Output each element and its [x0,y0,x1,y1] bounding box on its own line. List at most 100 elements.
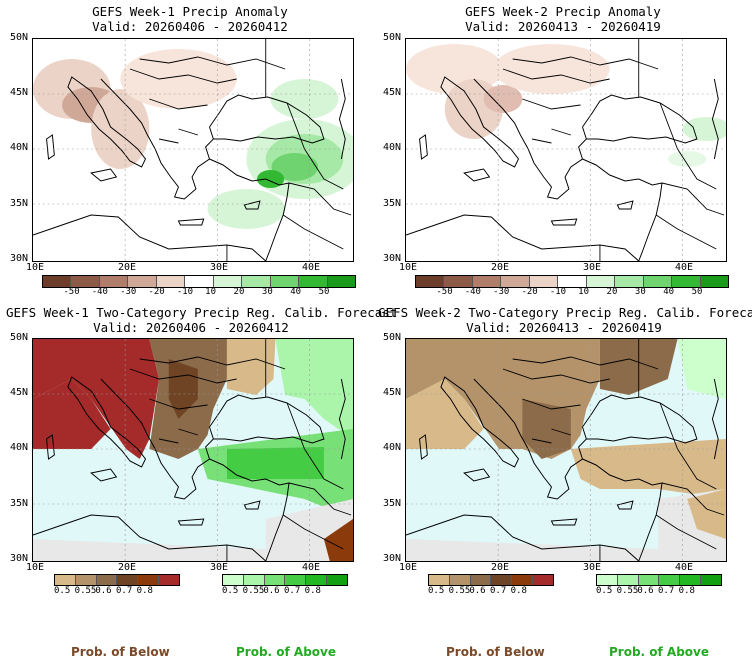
below-colorbar-p3 [54,574,180,586]
anomaly-swatch [671,276,700,287]
panel-2-title-text: GEFS Week-2 Precip Anomaly [465,4,661,19]
anomaly-swatch [241,276,270,287]
below-swatch [448,575,470,585]
panel-4-title-text: GEFS Week-2 Two-Category Precip Reg. Cal… [378,305,752,320]
prob-below-title-p3: Prob. of Below [71,645,170,659]
below-swatch [158,575,179,585]
colorbar-tick-label: 30 [634,287,646,297]
anomaly-swatch [585,276,615,287]
below-swatch [95,575,117,585]
above-colorbar-p4 [596,574,722,586]
prob-tick-label: 0.7 [658,586,675,596]
colorbar-tick-label: -20 [148,287,165,297]
colorbar-tick-label: 50 [691,287,703,297]
anomaly-swatch [269,276,299,287]
above-swatch [242,575,264,585]
above-swatch [597,575,617,585]
anomaly-swatch [212,276,242,287]
panel-1-title: GEFS Week-1 Precip Anomaly Valid: 202604… [25,4,355,34]
map-week2-prob [406,339,726,561]
map-panel-week1-anomaly [32,38,354,262]
below-swatch [74,575,96,585]
lon-label: 20E [118,262,137,273]
anomaly-swatch [98,276,128,287]
anomaly-swatch [557,276,586,287]
below-swatch [55,575,75,585]
lon-label: 20E [491,262,510,273]
colorbar-tick-label: 10 [205,287,217,297]
prob-tick-label: 0.7 [116,586,133,596]
below-swatch [511,575,533,585]
prob-tick-label: 0.55 [616,586,639,596]
colorbar-tick-label: -50 [436,287,453,297]
colorbar-tick-label: -20 [521,287,538,297]
lon-label: 40E [302,262,321,273]
above-swatch [700,575,721,585]
above-colorbar-p3 [222,574,348,586]
anomaly-swatch [443,276,472,287]
lon-label: 40E [302,562,321,573]
prob-tick-label: 0.55 [74,586,97,596]
below-swatch [116,575,138,585]
map-panel-week2-anomaly [405,38,727,262]
lon-label: 10E [26,262,45,273]
lat-label: 35N [9,198,28,209]
colorbar-tick-label: 50 [318,287,330,297]
panel-3-title-text: GEFS Week-1 Two-Category Precip Reg. Cal… [6,305,398,320]
below-swatch [532,575,553,585]
below-swatch [469,575,491,585]
above-swatch [616,575,638,585]
anomaly-swatch [471,276,501,287]
lat-label: 45N [9,87,28,98]
lat-label: 40N [9,442,28,453]
anomaly-swatch [298,276,327,287]
anomaly-swatch [70,276,99,287]
above-swatch [223,575,243,585]
above-swatch [658,575,680,585]
prob-tick-label: 0.55 [448,586,471,596]
prob-above-title-p3: Prob. of Above [236,645,337,659]
lon-label: 10E [26,562,45,573]
lat-label: 40N [9,142,28,153]
prob-tick-label: 0.8 [510,586,527,596]
anomaly-swatch [642,276,672,287]
prob-tick-label: 0.5 [54,586,71,596]
colorbar-tick-label: 40 [290,287,302,297]
lat-label: 35N [382,498,401,509]
lat-label: 45N [382,387,401,398]
lon-label: 10E [399,262,418,273]
anomaly-swatch [155,276,185,287]
prob-tick-label: 0.6 [469,586,486,596]
below-swatch [490,575,512,585]
prob-tick-label: 0.5 [596,586,613,596]
above-swatch [637,575,659,585]
above-swatch [679,575,701,585]
colorbar-tick-label: 30 [261,287,273,297]
prob-tick-label: 0.8 [678,586,695,596]
anomaly-swatch [184,276,213,287]
lat-label: 30N [382,553,401,564]
anomaly-colorbar-p1 [42,275,356,288]
lat-label: 50N [382,32,401,43]
prob-tick-label: 0.6 [637,586,654,596]
above-swatch [284,575,306,585]
colorbar-tick-label: 20 [606,287,618,297]
anomaly-swatch [127,276,156,287]
below-swatch [429,575,449,585]
colorbar-tick-label: 10 [578,287,590,297]
prob-tick-label: 0.6 [263,586,280,596]
prob-tick-label: 0.5 [222,586,239,596]
colorbar-tick-label: -10 [176,287,194,297]
map-week1-prob [33,339,353,561]
lat-label: 35N [382,198,401,209]
prob-tick-label: 0.8 [304,586,321,596]
lon-label: 30E [583,562,602,573]
prob-tick-label: 0.7 [490,586,507,596]
map-panel-week1-prob [32,338,354,562]
anomaly-swatch [500,276,529,287]
prob-tick-label: 0.7 [284,586,301,596]
above-swatch [326,575,347,585]
panel-1-valid: Valid: 20260406 - 20260412 [92,19,288,34]
prob-tick-label: 0.6 [95,586,112,596]
panel-1-title-text: GEFS Week-1 Precip Anomaly [92,4,288,19]
